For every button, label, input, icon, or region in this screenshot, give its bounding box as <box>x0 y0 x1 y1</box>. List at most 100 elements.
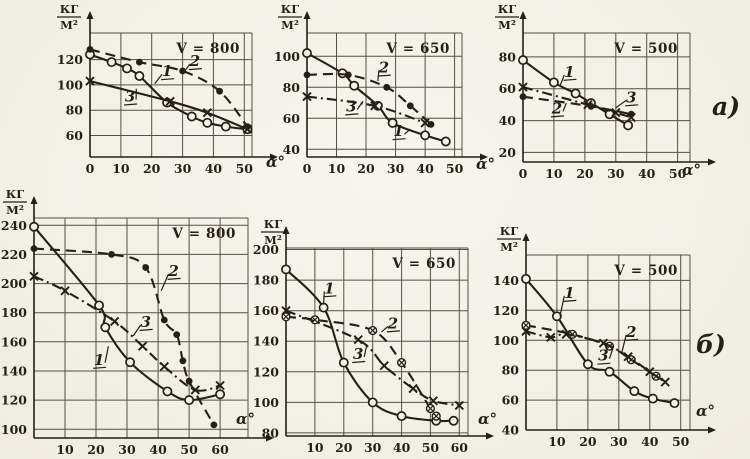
marker-circle-open <box>623 120 634 131</box>
x-tick-label: 10 <box>328 161 346 176</box>
tick-labels: 0 10 20 30 40 50 20 40 60 80 <box>499 49 687 181</box>
chart-b-v800: 10 20 30 40 50 60 100 120 140 160 180 200 220 240 КГ М²… <box>0 187 274 459</box>
x-unit-label: α° <box>476 155 495 173</box>
svg-text:3: 3 <box>598 347 608 365</box>
x-unit-label: α° <box>478 410 497 428</box>
y-unit-label: КГ М² <box>495 2 519 32</box>
chart-b-v800-svg: 10 20 30 40 50 60 100 120 140 160 180 200 220 240 КГ М²… <box>1 187 274 457</box>
tick-labels: 0 10 20 30 40 50 60 80 100 120 <box>57 52 253 176</box>
x-tick-label: 20 <box>579 434 597 449</box>
series-3 <box>29 271 225 395</box>
marker-circle-filled <box>108 251 115 258</box>
y-tick-label: 60 <box>283 111 301 126</box>
marker-circle-open <box>94 300 105 311</box>
marker-circle-filled <box>86 46 94 53</box>
marker-x <box>370 101 380 111</box>
x-tick-label: 0 <box>519 166 528 181</box>
series-3 <box>518 82 636 123</box>
marker-x <box>165 96 175 106</box>
marker-circle-open <box>215 389 226 400</box>
marker-circle-open <box>220 121 231 132</box>
x-tick-label: 40 <box>641 434 659 449</box>
marker-circle-open <box>202 117 213 128</box>
curve-label-3: 3 <box>345 97 364 116</box>
y-tick-label: 120 <box>57 52 83 67</box>
chart-title: V = 500 <box>613 41 678 57</box>
svg-text:2: 2 <box>167 262 178 280</box>
marker-circle-filled <box>142 264 150 271</box>
x-tick-label: 30 <box>174 161 192 176</box>
curve-label-2: 2 <box>185 52 202 71</box>
marker-circle-open <box>162 386 173 397</box>
marker-x <box>626 112 636 123</box>
x-tick-label: 50 <box>446 161 464 176</box>
curve-label-1: 1 <box>559 63 577 86</box>
marker-x <box>159 361 169 372</box>
svg-text:М²: М² <box>264 233 282 247</box>
chart-title: V = 500 <box>613 263 678 279</box>
series-2 <box>281 312 441 421</box>
y-tick-label: 180 <box>1 305 27 320</box>
tick-labels: 10 20 30 40 50 60 80 100 120 140 160 180 200 <box>253 242 468 455</box>
y-unit-label: КГ М² <box>57 2 81 32</box>
svg-text:М²: М² <box>6 203 24 217</box>
marker-circle-open <box>521 273 531 284</box>
marker-circle-filled <box>136 58 143 66</box>
y-tick-label: 100 <box>253 395 279 410</box>
marker-x <box>408 383 418 394</box>
marker-x <box>598 338 609 348</box>
x-unit-label: α° <box>236 410 255 428</box>
y-tick-label: 80 <box>499 49 517 64</box>
y-tick-label: 80 <box>502 363 520 378</box>
y-tick-label: 120 <box>1 393 27 408</box>
curve-label-1: 1 <box>93 346 109 369</box>
series-3 <box>85 76 253 134</box>
svg-text:КГ: КГ <box>500 224 518 238</box>
svg-text:КГ: КГ <box>60 2 78 16</box>
series-1 <box>521 273 680 409</box>
y-tick-label: 220 <box>1 247 27 262</box>
marker-circle-open <box>186 111 197 122</box>
x-tick-label: 10 <box>548 434 566 449</box>
chart-b-v500: 10 20 30 40 50 40 60 80 100 120 140 КГ М² α° V = 500 1 2… <box>493 196 750 459</box>
x-tick-label: 50 <box>180 442 198 457</box>
marker-circle-x <box>281 312 291 322</box>
marker-circle-open <box>387 117 398 128</box>
marker-circle-filled <box>179 357 187 365</box>
x-tick-label: 50 <box>236 161 254 176</box>
marker-circle-open <box>629 386 640 397</box>
svg-text:2: 2 <box>625 323 636 341</box>
marker-x <box>281 306 291 316</box>
x-tick-label: 50 <box>422 440 440 455</box>
series-3 <box>281 306 464 411</box>
marker-circle-filled <box>185 377 193 385</box>
chart-title: V = 800 <box>175 41 240 57</box>
grid <box>307 32 463 157</box>
svg-text:3: 3 <box>346 97 356 115</box>
svg-text:2: 2 <box>378 59 389 77</box>
y-unit-label: КГ М² <box>278 2 302 32</box>
x-tick-label: 20 <box>87 442 105 457</box>
marker-x <box>660 377 670 387</box>
marker-circle-open <box>582 359 593 370</box>
marker-x <box>60 286 70 296</box>
marker-circle-open <box>440 136 451 147</box>
x-unit-label: α° <box>696 402 715 420</box>
marker-circle-open <box>184 395 195 406</box>
svg-text:1: 1 <box>162 62 172 80</box>
svg-text:1: 1 <box>393 122 403 140</box>
marker-x <box>611 107 621 118</box>
x-tick-label: 50 <box>669 166 687 181</box>
marker-x <box>623 352 633 362</box>
marker-circle-open <box>570 88 581 99</box>
marker-circle-filled <box>216 87 224 95</box>
marker-x <box>645 367 655 377</box>
marker-circle-open <box>518 55 528 66</box>
chart-b-v650-svg: 10 20 30 40 50 60 80 100 120 140 160 180 200 КГ М² α° V … <box>253 217 497 455</box>
curve-label-1: 1 <box>559 284 577 317</box>
marker-circle-filled <box>303 71 311 79</box>
y-tick-label: 60 <box>66 128 84 143</box>
svg-text:КГ: КГ <box>281 2 299 16</box>
curve-label-3: 3 <box>352 344 368 364</box>
marker-circle-filled <box>406 102 414 110</box>
